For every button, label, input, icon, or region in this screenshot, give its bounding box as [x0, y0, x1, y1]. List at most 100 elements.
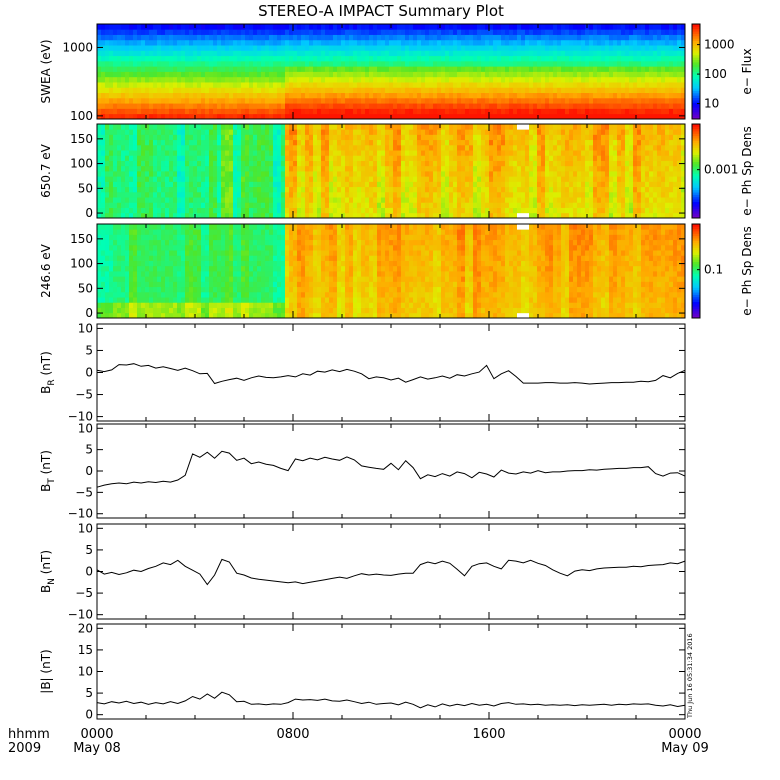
heatmap-cell: [173, 34, 178, 41]
heatmap-cell: [501, 103, 506, 109]
heatmap-cell: [501, 197, 506, 203]
heatmap-cell: [605, 60, 610, 67]
heatmap-cell: [337, 144, 342, 151]
heatmap-cell: [501, 155, 506, 161]
heatmap-cell: [173, 103, 178, 109]
heatmap-cell: [229, 207, 234, 214]
heatmap-cell: [297, 155, 302, 161]
heatmap-cell: [405, 76, 410, 83]
heatmap-cell: [229, 129, 234, 135]
heatmap-cell: [117, 29, 122, 35]
heatmap-cell: [201, 171, 206, 177]
heatmap-cell: [113, 24, 118, 30]
heatmap-cell: [633, 66, 638, 72]
heatmap-cell: [589, 66, 594, 72]
heatmap-cell: [309, 39, 314, 46]
heatmap-cell: [341, 87, 346, 94]
heatmap-cell: [117, 113, 122, 120]
heatmap-cell: [557, 34, 562, 41]
heatmap-cell: [557, 50, 562, 57]
heatmap-cell: [189, 207, 194, 214]
heatmap-cell: [405, 150, 410, 156]
heatmap-cell: [489, 97, 494, 104]
heatmap-cell: [449, 191, 454, 198]
heatmap-cell: [381, 207, 386, 214]
heatmap-cell: [509, 160, 514, 167]
heatmap-cell: [569, 82, 574, 88]
heatmap-cell: [549, 108, 554, 115]
heatmap-cell: [521, 160, 526, 167]
heatmap-cell: [349, 139, 354, 146]
heatmap-cell: [457, 202, 462, 208]
heatmap-cell: [109, 144, 114, 151]
heatmap-cell: [473, 155, 478, 161]
heatmap-cell: [193, 34, 198, 41]
heatmap-cell: [505, 150, 510, 156]
heatmap-cell: [193, 171, 198, 177]
heatmap-cell: [205, 155, 210, 161]
heatmap-cell: [361, 108, 366, 115]
heatmap-cell: [341, 24, 346, 30]
heatmap-cell: [509, 39, 514, 46]
heatmap-cell: [533, 171, 538, 177]
heatmap-cell: [277, 165, 282, 172]
heatmap-cell: [145, 139, 150, 146]
heatmap-cell: [397, 171, 402, 177]
heatmap-cell: [453, 197, 458, 203]
heatmap-cell: [289, 171, 294, 177]
heatmap-cell: [401, 171, 406, 177]
heatmap-cell: [409, 197, 414, 203]
heatmap-cell: [253, 39, 258, 46]
heatmap-cell: [545, 108, 550, 115]
heatmap-cell: [449, 144, 454, 151]
heatmap-cell: [133, 45, 138, 51]
heatmap-cell: [229, 171, 234, 177]
heatmap-cell: [517, 82, 522, 88]
heatmap-cell: [321, 134, 326, 141]
heatmap-cell: [313, 212, 318, 219]
heatmap-cell: [249, 92, 254, 99]
heatmap-cell: [381, 134, 386, 141]
heatmap-cell: [353, 108, 358, 115]
heatmap-cell: [609, 103, 614, 109]
heatmap-cell: [305, 24, 310, 30]
heatmap-cell: [541, 191, 546, 198]
heatmap-cell: [673, 34, 678, 41]
heatmap-cell: [249, 50, 254, 57]
heatmap-cell: [557, 60, 562, 67]
heatmap-cell: [617, 60, 622, 67]
heatmap-cell: [477, 181, 482, 188]
heatmap-cell: [561, 212, 566, 219]
heatmap-cell: [241, 108, 246, 115]
heatmap-cell: [593, 103, 598, 109]
heatmap-cell: [301, 55, 306, 62]
heatmap-cell: [197, 124, 202, 130]
heatmap-cell: [625, 39, 630, 46]
heatmap-cell: [301, 39, 306, 46]
heatmap-cell: [577, 60, 582, 67]
heatmap-cell: [557, 71, 562, 78]
heatmap-cell: [509, 186, 514, 193]
heatmap-cell: [393, 160, 398, 167]
heatmap-cell: [377, 144, 382, 151]
heatmap-cell: [413, 144, 418, 151]
heatmap-cell: [557, 155, 562, 161]
heatmap-cell: [461, 207, 466, 214]
heatmap-cell: [297, 139, 302, 146]
heatmap-cell: [325, 150, 330, 156]
heatmap-cell: [313, 103, 318, 109]
heatmap-cell: [305, 171, 310, 177]
heatmap-cell: [493, 76, 498, 83]
heatmap-cell: [369, 124, 374, 130]
heatmap-cell: [385, 55, 390, 62]
heatmap-cell: [293, 191, 298, 198]
heatmap-cell: [285, 113, 290, 120]
heatmap-cell: [361, 29, 366, 35]
heatmap-cell: [433, 186, 438, 193]
heatmap-cell: [249, 113, 254, 120]
heatmap-cell: [145, 66, 150, 72]
heatmap-cell: [197, 176, 202, 182]
heatmap-cell: [613, 108, 618, 115]
heatmap-cell: [465, 66, 470, 72]
heatmap-cell: [361, 82, 366, 88]
